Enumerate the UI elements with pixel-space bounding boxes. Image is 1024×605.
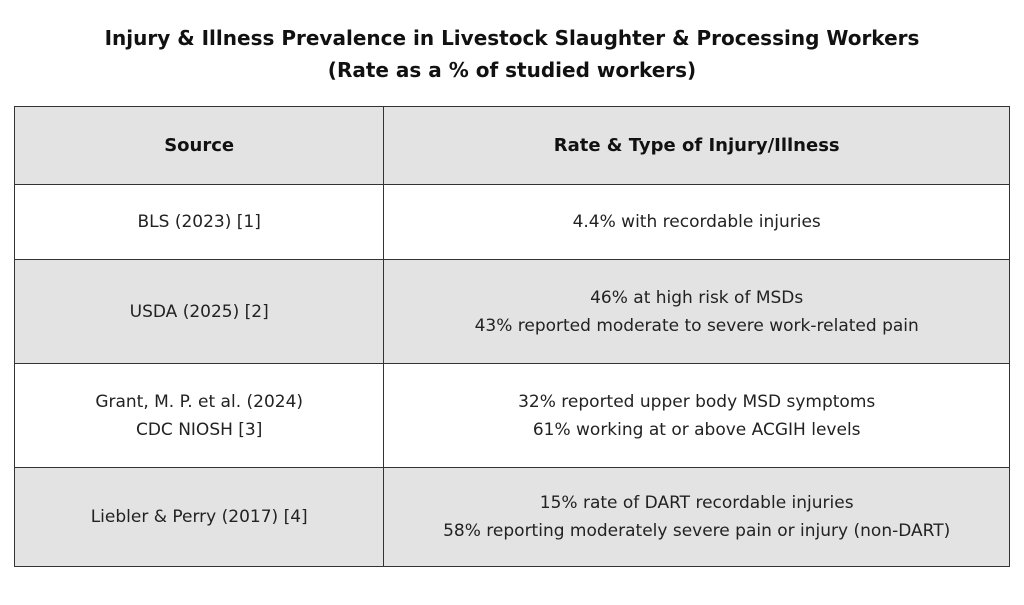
rate-text: 15% rate of DART recordable injuries xyxy=(539,493,854,513)
rate-text: 43% reported moderate to severe work-rel… xyxy=(474,315,919,336)
rate-cell: 4.4% with recordable injuries xyxy=(383,184,1010,260)
source-text: Liebler & Perry (2017) [4] xyxy=(90,507,308,527)
rate-cell: 46% at high risk of MSDs 43% reported mo… xyxy=(383,259,1010,364)
title-line-2: (Rate as a % of studied workers) xyxy=(327,58,697,82)
table-row: Liebler & Perry (2017) [4] 15% rate of D… xyxy=(13,467,1010,567)
source-text: CDC NIOSH [3] xyxy=(135,419,263,440)
rate-text: 61% working at or above ACGIH levels xyxy=(532,419,861,440)
table-row: BLS (2023) [1] 4.4% with recordable inju… xyxy=(13,184,1010,260)
source-cell: Liebler & Perry (2017) [4] xyxy=(13,467,385,567)
header-source: Source xyxy=(13,106,385,185)
rate-text: 58% reporting moderately severe pain or … xyxy=(443,521,951,541)
source-text: USDA (2025) [2] xyxy=(129,301,269,322)
source-text: BLS (2023) [1] xyxy=(137,212,261,232)
source-cell: BLS (2023) [1] xyxy=(13,184,385,260)
rate-text: 32% reported upper body MSD symptoms xyxy=(518,391,876,412)
source-cell: Grant, M. P. et al. (2024) CDC NIOSH [3] xyxy=(13,363,385,468)
rate-cell: 15% rate of DART recordable injuries 58%… xyxy=(383,467,1010,567)
rate-text: 46% at high risk of MSDs xyxy=(590,287,804,308)
title-line-1: Injury & Illness Prevalence in Livestock… xyxy=(104,26,920,50)
source-text: Grant, M. P. et al. (2024) xyxy=(95,391,304,412)
table-row: USDA (2025) [2] 46% at high risk of MSDs… xyxy=(13,259,1010,364)
table-header-row: Source Rate & Type of Injury/Illness xyxy=(13,106,1010,185)
table-row: Grant, M. P. et al. (2024) CDC NIOSH [3]… xyxy=(13,363,1010,468)
rate-cell: 32% reported upper body MSD symptoms 61%… xyxy=(383,363,1010,468)
header-rate: Rate & Type of Injury/Illness xyxy=(383,106,1010,185)
source-cell: USDA (2025) [2] xyxy=(13,259,385,364)
injury-rates-table: Source Rate & Type of Injury/Illness BLS… xyxy=(13,106,1010,567)
rate-text: 4.4% with recordable injuries xyxy=(572,212,821,232)
page-title: Injury & Illness Prevalence in Livestock… xyxy=(0,22,1024,86)
